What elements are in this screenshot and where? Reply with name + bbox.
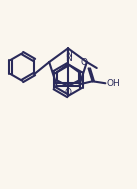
Text: O: O bbox=[65, 88, 72, 97]
Text: OH: OH bbox=[106, 79, 120, 88]
Text: N: N bbox=[65, 54, 71, 63]
Text: N: N bbox=[65, 50, 71, 59]
Text: O: O bbox=[81, 58, 88, 67]
